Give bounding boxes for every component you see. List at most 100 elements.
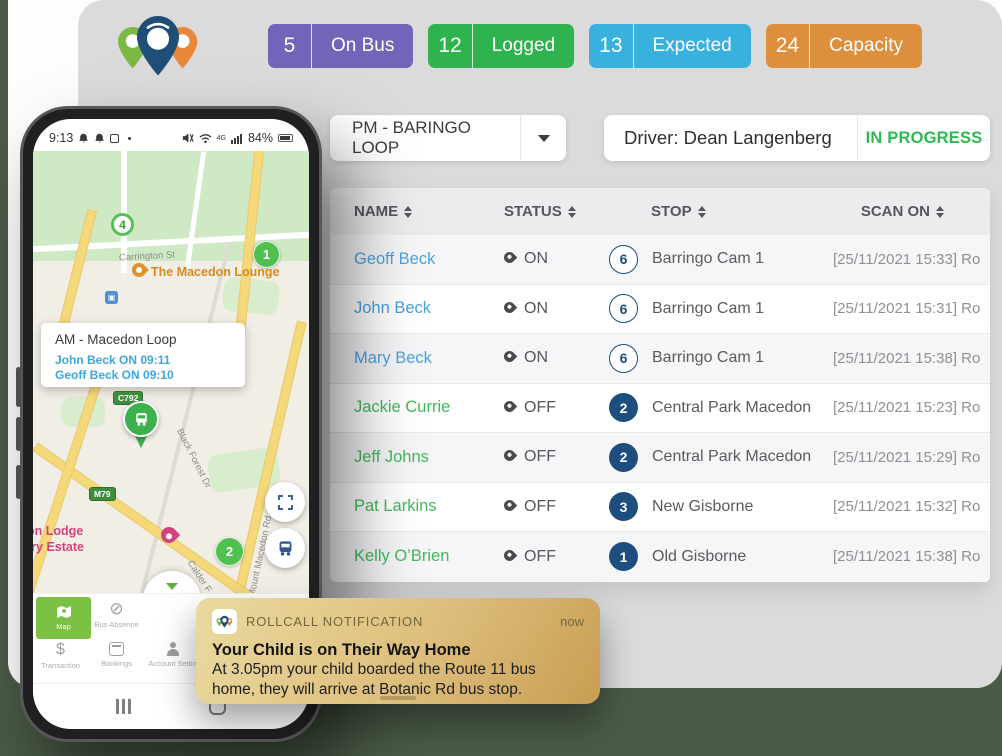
notification-app-name: ROLLCALL NOTIFICATION: [246, 614, 424, 629]
stop-number-badge: 6: [609, 294, 638, 324]
map-park-area: [221, 276, 281, 316]
stat-badge-logged: 12 Logged: [428, 24, 575, 68]
route-info-line: Geoff Beck ON 09:10: [55, 368, 174, 382]
route-info-card[interactable]: AM - Macedon Loop John Beck ON 09:11 Geo…: [41, 323, 245, 387]
bus-location-marker[interactable]: [123, 401, 161, 453]
route-info-line: John Beck ON 09:11: [55, 353, 171, 367]
route-select[interactable]: PM - BARINGO LOOP: [330, 115, 566, 161]
table-row[interactable]: Kelly O’Brien OFF 1 Old Gisborne [25/11/2021…: [330, 532, 990, 582]
status-value: ON: [524, 349, 548, 367]
table-row[interactable]: John Beck ON 6 Barringo Cam 1 [25/11/2021 15…: [330, 285, 990, 334]
battery-icon: [278, 134, 293, 142]
map-stop-marker-2[interactable]: 2: [215, 537, 244, 566]
stat-value: 5: [268, 24, 312, 68]
table-header-name[interactable]: NAME: [330, 203, 480, 220]
battery-percent: 84%: [247, 131, 273, 145]
collapse-sheet-button[interactable]: [143, 571, 201, 593]
nav-item-bus-absence[interactable]: ⊘ Bus Absence: [94, 599, 139, 629]
scan-on-timestamp: [25/11/2021 15:29] Ro: [833, 448, 981, 466]
passenger-name-link[interactable]: Geoff Beck: [354, 249, 436, 268]
nav-item-account-settings[interactable]: Account Settin: [145, 642, 200, 668]
fullscreen-button[interactable]: [265, 482, 305, 522]
scan-on-timestamp: [25/11/2021 15:23] Ro: [833, 399, 981, 417]
push-notification[interactable]: ROLLCALL NOTIFICATION now Your Child is …: [196, 598, 600, 704]
table-header-stop[interactable]: STOP: [595, 203, 825, 220]
volume-button: [16, 367, 21, 407]
stat-badge-expected: 13 Expected: [589, 24, 751, 68]
location-pin-icon: [501, 398, 518, 415]
scan-on-timestamp: [25/11/2021 15:33] Ro: [833, 250, 981, 268]
rollcall-app-icon: [212, 609, 237, 634]
notification-body: At 3.05pm your child boarded the Route 1…: [212, 661, 536, 698]
table-header-status[interactable]: STATUS: [480, 203, 595, 220]
stop-number-badge: 2: [609, 442, 638, 472]
table-row[interactable]: Jackie Currie OFF 2 Central Park Macedon [25…: [330, 384, 990, 433]
location-pin-icon: [501, 348, 518, 365]
stop-number-badge: 1: [609, 542, 638, 572]
stop-number-badge: 6: [609, 343, 638, 373]
street-label: Carrington St: [118, 249, 176, 264]
location-pin-icon: [501, 299, 518, 316]
map-view[interactable]: Carrington St Black Forest Dr Calder F M…: [33, 151, 309, 593]
map-stop-marker-1[interactable]: 1: [253, 241, 280, 268]
restaurant-poi-label: The Macedon Lounge: [151, 265, 280, 279]
status-cell: OFF: [480, 447, 595, 466]
notification-dot-icon: [128, 136, 132, 140]
stop-cell: 3 New Gisborne: [595, 492, 825, 522]
stop-cell: 1 Old Gisborne: [595, 542, 825, 572]
status-cell: ON: [480, 299, 595, 318]
route-dropdown-button[interactable]: [521, 134, 566, 142]
stats-row: 5 On Bus 12 Logged 13 Expected 24 Capacity: [268, 24, 923, 68]
passenger-name-link[interactable]: Pat Larkins: [354, 497, 437, 516]
passenger-name-link[interactable]: Mary Beck: [354, 348, 432, 367]
passenger-name-link[interactable]: Kelly O’Brien: [354, 547, 450, 566]
passenger-name-link[interactable]: Jackie Currie: [354, 398, 451, 417]
status-value: ON: [524, 299, 548, 317]
road-badge-m79: M79: [89, 487, 116, 501]
table-row[interactable]: Jeff Johns OFF 2 Central Park Macedon [25/11…: [330, 433, 990, 483]
table-row[interactable]: Mary Beck ON 6 Barringo Cam 1 [25/11/2021 15…: [330, 334, 990, 384]
nav-item-map[interactable]: Map: [36, 597, 91, 639]
location-pin-icon: [501, 447, 518, 464]
stat-badge-on-bus: 5 On Bus: [268, 24, 414, 68]
recent-apps-icon[interactable]: [116, 699, 131, 714]
status-cell: OFF: [480, 497, 595, 516]
table-header-scan-on[interactable]: SCAN ON: [825, 203, 990, 220]
status-value: OFF: [524, 547, 556, 565]
scan-on-timestamp: [25/11/2021 15:31] Ro: [833, 300, 981, 318]
network-type-label: 4G: [216, 134, 226, 142]
stop-cell: 2 Central Park Macedon: [595, 442, 825, 472]
stop-number-badge: 2: [609, 393, 638, 423]
sort-icon: [567, 205, 576, 218]
stop-number-badge: 3: [609, 492, 638, 522]
stat-value: 13: [589, 24, 634, 68]
route-info-title: AM - Macedon Loop: [55, 332, 177, 347]
bus-layer-button[interactable]: [265, 528, 305, 568]
status-value: OFF: [524, 398, 556, 416]
nav-item-transaction[interactable]: $ Transaction: [41, 641, 80, 671]
passenger-name-link[interactable]: John Beck: [354, 299, 432, 318]
route-select-value: PM - BARINGO LOOP: [352, 118, 472, 157]
stop-name: Barringo Cam 1: [652, 299, 765, 317]
chevron-down-icon: [166, 582, 178, 590]
nav-item-bookings[interactable]: Bookings: [89, 642, 144, 668]
table-row[interactable]: Geoff Beck ON 6 Barringo Cam 1 [25/11/2021 1…: [330, 235, 990, 285]
notification-header: ROLLCALL NOTIFICATION now: [212, 609, 584, 634]
restaurant-poi-icon[interactable]: [129, 260, 149, 280]
power-button: [16, 465, 21, 499]
map-stop-marker-4[interactable]: 4: [111, 213, 134, 236]
stop-name: Central Park Macedon: [652, 398, 812, 416]
stop-name: New Gisborne: [652, 497, 754, 515]
passenger-name-link[interactable]: Jeff Johns: [354, 447, 429, 466]
calendar-icon: [109, 642, 124, 656]
mute-icon: [182, 133, 194, 143]
stat-badge-capacity: 24 Capacity: [765, 24, 923, 68]
table-row[interactable]: Pat Larkins OFF 3 New Gisborne [25/11/2021 1…: [330, 483, 990, 532]
status-cell: ON: [480, 249, 595, 268]
stat-label: Expected: [652, 35, 732, 56]
status-cell: OFF: [480, 398, 595, 417]
sort-icon: [404, 205, 413, 218]
marker-tail: [134, 434, 148, 448]
divider: [520, 115, 521, 161]
status-value: OFF: [524, 497, 556, 515]
